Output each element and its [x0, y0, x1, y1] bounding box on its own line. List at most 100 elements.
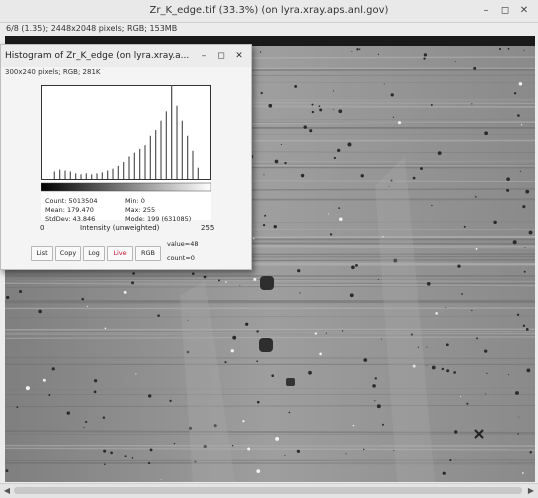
- histogram-bar: [102, 172, 103, 179]
- image-speck: [26, 386, 30, 390]
- image-speck: [105, 327, 107, 329]
- image-speck: [393, 450, 394, 451]
- image-speck: [338, 207, 340, 209]
- histogram-close-button[interactable]: ✕: [232, 45, 246, 67]
- scroll-right-icon[interactable]: ▶: [525, 484, 537, 498]
- image-speck: [247, 448, 250, 451]
- histogram-minimize-button[interactable]: –: [197, 45, 211, 67]
- image-speck: [337, 149, 340, 152]
- image-speck: [529, 451, 531, 453]
- histogram-bar: [187, 136, 188, 179]
- image-speck: [453, 371, 456, 374]
- lut-bar: [41, 183, 211, 191]
- image-speck: [294, 85, 297, 88]
- image-speck: [455, 61, 456, 62]
- image-speck: [328, 213, 329, 214]
- image-speck: [169, 400, 171, 402]
- image-speck: [431, 205, 432, 206]
- image-speck: [308, 371, 312, 375]
- scroll-thumb[interactable]: [14, 487, 522, 494]
- image-speck: [83, 427, 84, 428]
- image-speck: [393, 117, 394, 118]
- horizontal-scrollbar[interactable]: ◀ ▶: [0, 483, 538, 498]
- list-button[interactable]: List: [31, 246, 53, 261]
- copy-button[interactable]: Copy: [55, 246, 81, 261]
- image-speck: [263, 174, 264, 175]
- image-speck: [359, 49, 360, 50]
- histogram-maximize-button[interactable]: ◻: [214, 45, 228, 67]
- image-speck: [131, 281, 134, 284]
- image-speck: [301, 174, 304, 177]
- image-speck: [442, 368, 444, 370]
- image-speck: [350, 293, 354, 297]
- image-speck: [256, 330, 258, 332]
- image-speck: [87, 306, 88, 307]
- image-speck: [378, 54, 379, 55]
- histogram-bar: [176, 106, 177, 179]
- histogram-bar: [144, 145, 145, 179]
- image-speck: [225, 281, 227, 283]
- image-speck: [261, 92, 263, 94]
- minimize-button[interactable]: –: [477, 0, 495, 22]
- image-speck: [224, 361, 226, 363]
- image-speck: [506, 189, 509, 192]
- image-speck: [427, 282, 431, 286]
- histogram-bar: [112, 169, 113, 179]
- image-speck: [289, 412, 291, 414]
- live-button[interactable]: Live: [107, 246, 133, 261]
- image-speck: [253, 278, 256, 281]
- image-speck: [445, 307, 446, 308]
- image-speck: [309, 129, 312, 132]
- axis-min-label: 0: [40, 224, 44, 232]
- image-speck: [457, 265, 460, 268]
- image-speck: [342, 330, 343, 331]
- stat-max: Max: 255: [125, 206, 155, 215]
- image-speck: [443, 472, 446, 475]
- image-speck: [523, 325, 525, 327]
- image-speck: [471, 310, 472, 311]
- image-speck: [461, 293, 463, 295]
- image-speck: [299, 292, 300, 293]
- image-speck: [464, 226, 466, 228]
- stat-count: Count: 5013504: [45, 197, 98, 206]
- image-speck: [268, 104, 272, 108]
- image-speck: [326, 333, 327, 334]
- image-speck: [333, 90, 334, 91]
- image-speck: [506, 177, 510, 181]
- image-speck: [391, 93, 394, 96]
- image-speck: [275, 160, 279, 164]
- histogram-bar: [198, 168, 199, 179]
- image-speck: [361, 174, 364, 177]
- log-button[interactable]: Log: [83, 246, 105, 261]
- image-speck: [161, 479, 162, 480]
- stat-min: Min: 0: [125, 197, 145, 206]
- image-speck: [271, 374, 274, 377]
- image-speck: [232, 336, 236, 340]
- image-speck: [263, 224, 265, 226]
- image-speck: [351, 265, 355, 269]
- image-speck: [231, 349, 234, 352]
- scroll-left-icon[interactable]: ◀: [1, 484, 13, 498]
- image-speck: [517, 314, 519, 316]
- image-speck: [493, 221, 496, 224]
- histogram-bar: [75, 173, 76, 179]
- image-speck: [43, 379, 46, 382]
- histogram-title: Histogram of Zr_K_edge (on lyra.xray.a..…: [5, 45, 189, 67]
- histogram-bar: [80, 174, 81, 179]
- main-window-titlebar: Zr_K_edge.tif (33.3%) (on lyra.xray.aps.…: [0, 0, 538, 23]
- image-speck: [242, 420, 244, 422]
- image-speck: [476, 337, 478, 339]
- image-speck: [192, 272, 195, 275]
- image-speck: [476, 248, 478, 250]
- rgb-button[interactable]: RGB: [135, 246, 161, 261]
- image-speck: [522, 205, 525, 208]
- image-speck: [132, 272, 135, 275]
- histogram-bar: [192, 151, 193, 179]
- image-speck: [81, 298, 84, 301]
- close-button[interactable]: ✕: [515, 0, 533, 22]
- maximize-button[interactable]: ◻: [496, 0, 514, 22]
- image-speck: [526, 328, 529, 331]
- image-speck: [135, 373, 136, 374]
- image-speck: [297, 450, 300, 453]
- image-speck: [245, 323, 248, 326]
